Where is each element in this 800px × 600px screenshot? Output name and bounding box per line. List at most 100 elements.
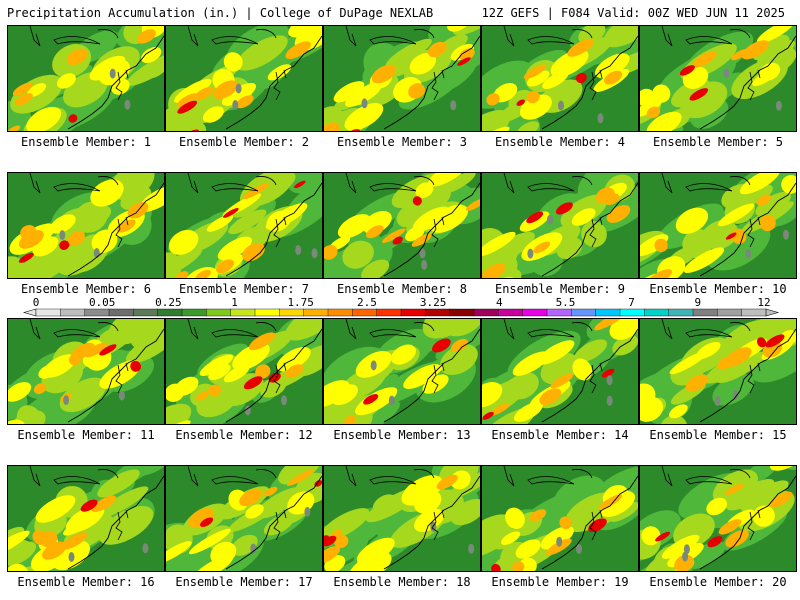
ensemble-map-19 xyxy=(481,465,639,572)
ensemble-map-4 xyxy=(481,25,639,132)
coastline xyxy=(383,475,480,570)
colorbar-tick-label: 0.05 xyxy=(89,296,116,309)
colorbar-tick-label: 7 xyxy=(628,296,635,309)
colorbar-left-arrow xyxy=(22,308,37,317)
colorbar-swatch xyxy=(157,308,183,317)
colorbar-tick-label: 0 xyxy=(33,296,40,309)
coastline xyxy=(541,35,638,130)
ensemble-map-14 xyxy=(481,318,639,425)
ensemble-member-label: Ensemble Member: 11 xyxy=(17,428,155,442)
colorbar-swatch xyxy=(668,308,694,317)
coastline xyxy=(67,182,164,277)
ensemble-member-label: Ensemble Member: 13 xyxy=(333,428,471,442)
colorbar-tick-label: 2.5 xyxy=(357,296,377,309)
ensemble-member-label: Ensemble Member: 16 xyxy=(17,575,155,589)
coastline xyxy=(699,182,796,277)
ensemble-member-label: Ensemble Member: 14 xyxy=(491,428,629,442)
colorbar-swatch xyxy=(473,308,499,317)
coastline xyxy=(383,182,480,277)
great-lakes-outline xyxy=(187,26,277,47)
great-lakes-outline xyxy=(29,26,119,47)
colorbar-swatch xyxy=(181,308,207,317)
run-valid-time: 12Z GEFS | F084 Valid: 00Z WED JUN 11 20… xyxy=(481,6,785,20)
ensemble-member-label: Ensemble Member: 2 xyxy=(178,135,310,149)
colorbar-swatch xyxy=(206,308,232,317)
coastline xyxy=(225,35,322,130)
ensemble-map-18 xyxy=(323,465,481,572)
ensemble-member-label: Ensemble Member: 8 xyxy=(336,282,468,296)
colorbar-tick-label: 1.75 xyxy=(287,296,314,309)
colorbar-tick-label: 0.25 xyxy=(155,296,182,309)
colorbar-swatch xyxy=(279,308,305,317)
great-lakes-outline xyxy=(503,26,593,47)
ensemble-member-label: Ensemble Member: 12 xyxy=(175,428,313,442)
colorbar-swatch xyxy=(595,308,621,317)
colorbar-tick-label: 12 xyxy=(757,296,770,309)
ensemble-map-12 xyxy=(165,318,323,425)
great-lakes-outline xyxy=(29,466,119,487)
coastline xyxy=(699,328,796,423)
coastline xyxy=(699,475,796,570)
ensemble-map-17 xyxy=(165,465,323,572)
great-lakes-outline xyxy=(345,173,435,194)
colorbar-tick-label: 4 xyxy=(496,296,503,309)
great-lakes-outline xyxy=(503,173,593,194)
great-lakes-outline xyxy=(345,319,435,340)
coastline xyxy=(541,182,638,277)
colorbar-swatch xyxy=(400,308,426,317)
ensemble-map-20 xyxy=(639,465,797,572)
colorbar-tick-label: 5.5 xyxy=(556,296,576,309)
ensemble-map-10 xyxy=(639,172,797,279)
ensemble-member-label: Ensemble Member: 9 xyxy=(494,282,626,296)
ensemble-member-label: Ensemble Member: 5 xyxy=(652,135,784,149)
ensemble-map-3 xyxy=(323,25,481,132)
colorbar-swatch xyxy=(352,308,378,317)
chart-title: Precipitation Accumulation (in.) | Colle… xyxy=(7,6,434,20)
coastline xyxy=(383,328,480,423)
colorbar-swatch xyxy=(303,308,329,317)
ensemble-map-13 xyxy=(323,318,481,425)
great-lakes-outline xyxy=(187,173,277,194)
colorbar-swatch xyxy=(327,308,353,317)
colorbar-swatch xyxy=(35,308,61,317)
great-lakes-outline xyxy=(661,319,751,340)
ensemble-map-2 xyxy=(165,25,323,132)
great-lakes-outline xyxy=(29,319,119,340)
colorbar-swatch xyxy=(133,308,159,317)
ensemble-member-label: Ensemble Member: 1 xyxy=(20,135,152,149)
colorbar-swatch xyxy=(425,308,451,317)
colorbar-swatch xyxy=(230,308,256,317)
colorbar-swatch xyxy=(571,308,597,317)
colorbar-swatch xyxy=(717,308,743,317)
coastline xyxy=(67,35,164,130)
ensemble-member-label: Ensemble Member: 6 xyxy=(20,282,152,296)
colorbar-swatch xyxy=(84,308,110,317)
coastline xyxy=(67,328,164,423)
colorbar-swatch xyxy=(108,308,134,317)
ensemble-map-7 xyxy=(165,172,323,279)
ensemble-member-label: Ensemble Member: 18 xyxy=(333,575,471,589)
colorbar-swatch xyxy=(60,308,86,317)
colorbar-swatch xyxy=(449,308,475,317)
coastline xyxy=(541,328,638,423)
colorbar-swatch xyxy=(498,308,524,317)
colorbar-tick-label: 1 xyxy=(231,296,238,309)
colorbar-swatch xyxy=(254,308,280,317)
ensemble-map-1 xyxy=(7,25,165,132)
colorbar-swatch xyxy=(692,308,718,317)
coastline xyxy=(541,475,638,570)
colorbar-swatch xyxy=(644,308,670,317)
ensemble-member-label: Ensemble Member: 3 xyxy=(336,135,468,149)
ensemble-member-label: Ensemble Member: 10 xyxy=(649,282,787,296)
ensemble-member-label: Ensemble Member: 15 xyxy=(649,428,787,442)
ensemble-member-label: Ensemble Member: 4 xyxy=(494,135,626,149)
great-lakes-outline xyxy=(187,466,277,487)
colorbar-swatch xyxy=(376,308,402,317)
ensemble-map-8 xyxy=(323,172,481,279)
precipitation-colorbar: 0 0.05 0.25 1 1.75 2.5 3.25 4 5.5 7 9 12 xyxy=(22,296,780,317)
ensemble-map-16 xyxy=(7,465,165,572)
ensemble-member-label: Ensemble Member: 19 xyxy=(491,575,629,589)
great-lakes-outline xyxy=(503,466,593,487)
coastline xyxy=(225,475,322,570)
ensemble-map-11 xyxy=(7,318,165,425)
